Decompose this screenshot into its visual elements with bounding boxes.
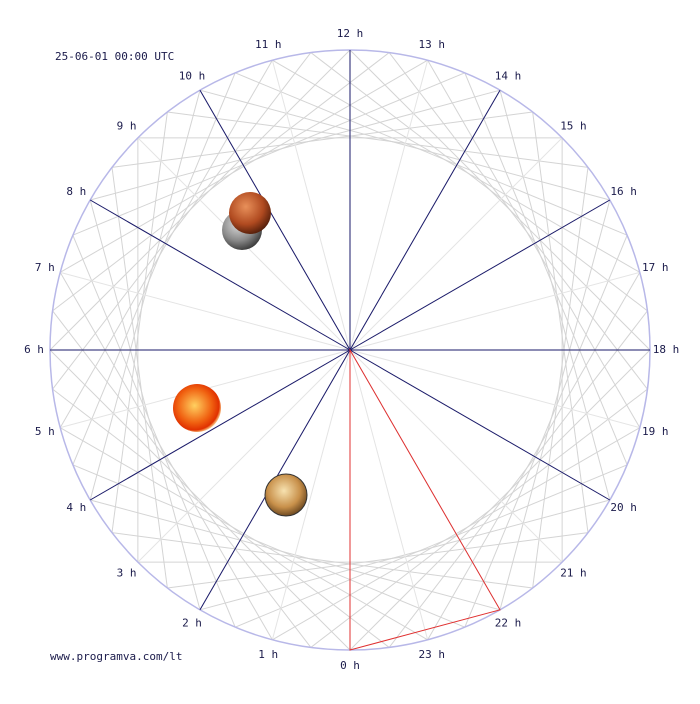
hour-label: 9 h [117, 120, 137, 133]
chord [388, 310, 648, 648]
hour-label: 1 h [258, 648, 278, 661]
spoke [349, 349, 429, 640]
hour-label: 14 h [495, 69, 522, 82]
hour-label: 6 h [24, 343, 44, 356]
chord [111, 111, 168, 533]
hour-label: 19 h [642, 425, 669, 438]
chord [111, 532, 533, 589]
chord [388, 52, 648, 390]
chord [52, 52, 312, 390]
spoke [271, 60, 351, 351]
hour-label: 8 h [66, 185, 86, 198]
hour-ray [349, 89, 501, 351]
hour-label: 17 h [642, 261, 669, 274]
timestamp: 25-06-01 00:00 UTC [55, 50, 174, 63]
venus [264, 473, 308, 517]
red-triangle [349, 348, 501, 651]
chord [52, 388, 390, 648]
hour-ray [89, 349, 351, 501]
hour-label: 4 h [66, 501, 86, 514]
chord [111, 167, 168, 589]
chord [464, 72, 628, 465]
site-url: www.programva.com/lt [50, 650, 182, 663]
sun [173, 384, 221, 432]
hour-label: 2 h [182, 617, 202, 630]
chord [532, 167, 589, 589]
chord [72, 464, 465, 628]
chord [52, 52, 390, 312]
hour-label: 5 h [35, 425, 55, 438]
mars [229, 192, 271, 234]
chord [235, 464, 628, 628]
hour-label: 15 h [560, 120, 587, 133]
spoke [349, 349, 563, 563]
hour-label: 23 h [419, 648, 446, 661]
spoke [349, 349, 640, 429]
hour-labels: 0 h 1 h 2 h 3 h 4 h 5 h 6 h 7 h 8 h 9 h 10 h 11 h 12… [24, 27, 679, 672]
chord [167, 111, 589, 168]
spoke [349, 137, 563, 351]
spoke [271, 349, 351, 640]
hour-ray [199, 89, 351, 351]
chord [167, 532, 589, 589]
hour-label: 0 h [340, 659, 360, 672]
hour-label: 3 h [117, 566, 137, 579]
hour-rays [50, 50, 650, 611]
hour-label: 10 h [179, 69, 206, 82]
chord [310, 388, 648, 648]
spoke [349, 271, 640, 351]
hour-label: 7 h [35, 261, 55, 274]
spoke [60, 271, 351, 351]
hour-ray [89, 199, 351, 351]
hour-label: 16 h [610, 185, 637, 198]
hour-ray [349, 349, 611, 501]
hour-label: 13 h [419, 38, 446, 51]
hour-label: 12 h [337, 27, 364, 40]
chord [532, 111, 589, 533]
spoke [137, 349, 351, 563]
hour-ray [349, 199, 611, 351]
chord [72, 235, 236, 628]
chord [235, 72, 628, 236]
chord [464, 235, 628, 628]
hour-label: 22 h [495, 617, 522, 630]
hour-label: 21 h [560, 566, 587, 579]
chord [310, 52, 648, 312]
spoke [349, 60, 429, 351]
hour-label: 20 h [610, 501, 637, 514]
chord [111, 111, 533, 168]
hour-label: 11 h [255, 38, 282, 51]
hour-label: 18 h [653, 343, 680, 356]
